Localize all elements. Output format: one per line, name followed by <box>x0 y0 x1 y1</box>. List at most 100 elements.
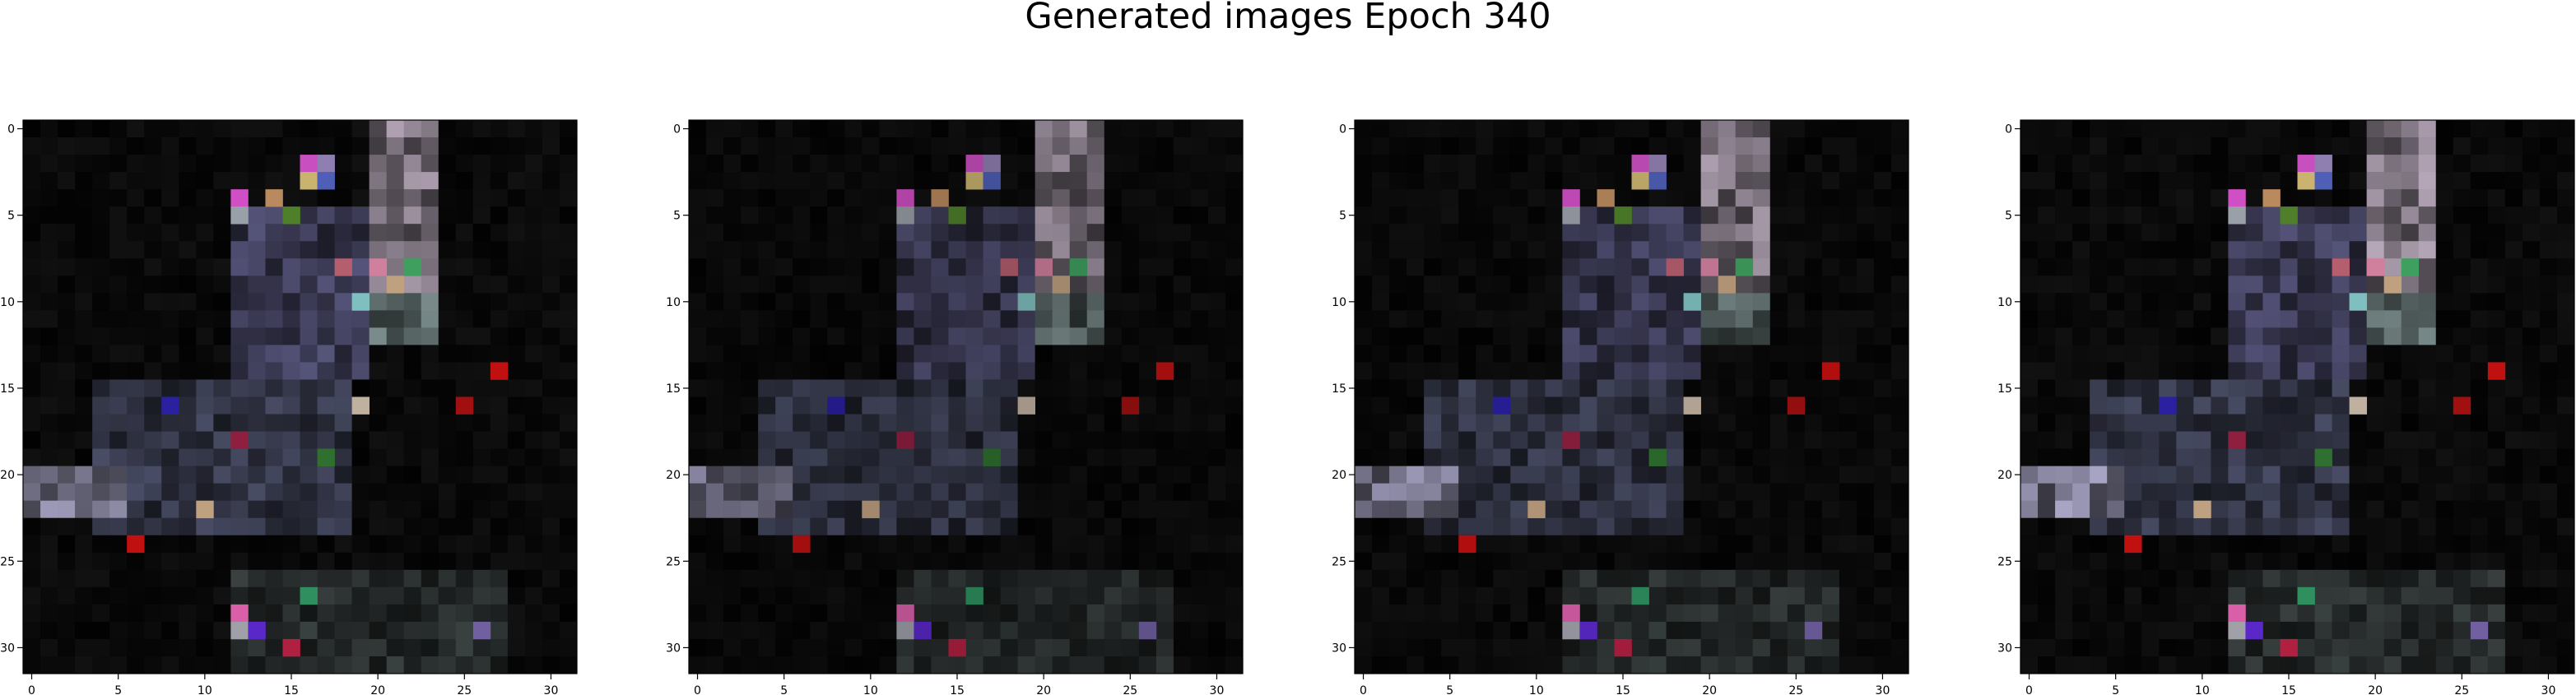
image-pixel <box>1104 224 1122 241</box>
image-pixel <box>914 120 931 137</box>
image-pixel <box>525 605 542 622</box>
image-pixel <box>2505 484 2523 501</box>
image-pixel <box>1527 535 1545 553</box>
image-pixel <box>2505 155 2523 172</box>
image-pixel <box>862 605 879 622</box>
image-pixel <box>2557 656 2574 674</box>
image-pixel <box>161 155 179 172</box>
image-pixel <box>196 466 213 484</box>
image-pixel <box>1191 432 1208 449</box>
image-pixel <box>404 310 421 327</box>
image-pixel <box>983 276 1001 293</box>
highlight-pixel <box>1822 362 1839 379</box>
image-pixel <box>1191 639 1208 656</box>
image-pixel <box>1122 206 1139 224</box>
image-pixel <box>2419 466 2436 484</box>
image-pixel <box>2367 327 2384 345</box>
image-pixel <box>1527 310 1545 327</box>
image-pixel <box>793 518 810 535</box>
image-pixel <box>196 362 213 379</box>
image-pixel <box>844 432 862 449</box>
image-pixel <box>1736 535 1753 553</box>
image-pixel <box>1718 466 1736 484</box>
image-pixel <box>1632 622 1649 639</box>
image-pixel <box>456 189 473 206</box>
image-pixel <box>1355 622 1372 639</box>
image-pixel <box>1805 449 1822 466</box>
image-pixel <box>2471 379 2488 396</box>
image-pixel <box>213 293 230 310</box>
image-pixel <box>2350 484 2367 501</box>
image-pixel <box>230 535 248 553</box>
image-pixel <box>1156 397 1174 415</box>
image-pixel <box>1458 241 1476 258</box>
image-pixel <box>491 137 508 155</box>
image-pixel <box>983 120 1001 137</box>
image-pixel <box>793 293 810 310</box>
x-tick-label: 30 <box>544 684 559 695</box>
image-pixel <box>508 656 525 674</box>
image-pixel <box>1718 605 1736 622</box>
image-pixel <box>1839 276 1857 293</box>
image-pixel <box>2055 501 2072 518</box>
image-pixel <box>265 362 282 379</box>
image-pixel <box>1104 415 1122 432</box>
image-pixel <box>723 276 741 293</box>
image-pixel <box>456 241 473 258</box>
image-pixel <box>318 518 335 535</box>
image-pixel <box>723 605 741 622</box>
image-pixel <box>144 155 161 172</box>
image-pixel <box>1458 639 1476 656</box>
image-pixel <box>1562 449 1579 466</box>
image-pixel <box>1822 605 1839 622</box>
image-pixel <box>931 639 948 656</box>
image-pixel <box>1070 449 1087 466</box>
image-pixel <box>144 293 161 310</box>
image-pixel <box>1389 379 1407 396</box>
image-pixel <box>1208 379 1225 396</box>
image-pixel <box>2315 206 2332 224</box>
image-pixel <box>1355 484 1372 501</box>
image-pixel <box>775 258 793 276</box>
image-pixel <box>1857 345 1874 362</box>
image-pixel <box>775 120 793 137</box>
image-pixel <box>966 258 983 276</box>
image-pixel <box>2124 605 2141 622</box>
image-pixel <box>1122 241 1139 258</box>
image-pixel <box>1667 605 1684 622</box>
image-pixel <box>2471 605 2488 622</box>
image-pixel <box>2488 172 2505 189</box>
image-pixel <box>1372 137 1389 155</box>
image-pixel <box>2419 224 2436 241</box>
image-pixel <box>1701 155 1718 172</box>
image-pixel <box>335 172 352 189</box>
image-pixel <box>1122 379 1139 396</box>
image-pixel <box>2020 518 2038 535</box>
image-pixel <box>196 535 213 553</box>
image-pixel <box>1174 379 1191 396</box>
image-pixel <box>542 397 560 415</box>
image-pixel <box>1035 206 1053 224</box>
image-pixel <box>1122 553 1139 570</box>
x-tick-label: 15 <box>284 684 299 695</box>
image-pixel <box>896 345 914 362</box>
image-pixel <box>2020 362 2038 379</box>
image-pixel <box>2298 501 2315 518</box>
y-tick-label: 20 <box>0 469 15 482</box>
image-pixel <box>2332 310 2350 327</box>
image-pixel <box>1805 345 1822 362</box>
image-pixel <box>75 622 92 639</box>
image-pixel <box>2523 535 2540 553</box>
image-pixel <box>1788 189 1805 206</box>
image-pixel <box>2159 241 2176 258</box>
image-pixel <box>879 293 896 310</box>
image-pixel <box>370 656 387 674</box>
image-pixel <box>560 570 577 587</box>
image-pixel <box>1770 432 1788 449</box>
image-pixel <box>1476 605 1493 622</box>
image-pixel <box>914 276 931 293</box>
image-pixel <box>1053 605 1070 622</box>
image-pixel <box>931 362 948 379</box>
image-pixel <box>966 189 983 206</box>
image-pixel <box>230 397 248 415</box>
